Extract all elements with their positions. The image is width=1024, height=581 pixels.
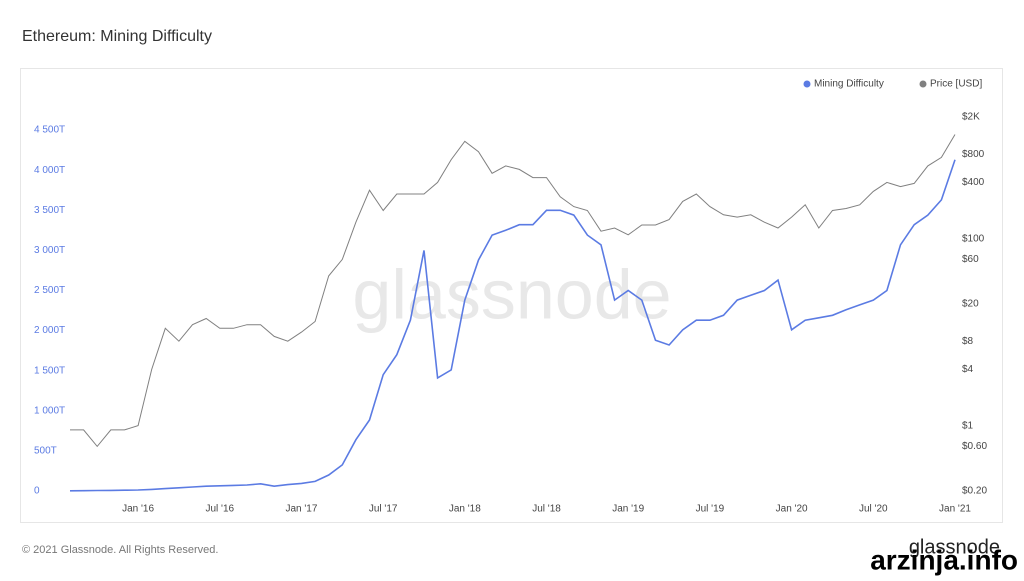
y-tick-label: 0 <box>34 486 40 497</box>
x-tick-label: Jul '20 <box>859 504 888 515</box>
y2-tick-label: $100 <box>962 233 985 244</box>
x-tick-label: Jan '19 <box>612 504 644 515</box>
chart-title: Ethereum: Mining Difficulty <box>22 28 212 45</box>
x-tick-label: Jul '17 <box>369 504 398 515</box>
chart-frame <box>20 68 1003 523</box>
legend-swatch <box>919 80 927 88</box>
y-tick-label: 500T <box>34 446 57 457</box>
y2-tick-label: $2K <box>962 112 980 123</box>
y2-tick-label: $0.60 <box>962 441 987 452</box>
footer: © 2021 Glassnode. All Rights Reserved. <box>22 544 218 556</box>
y2-tick-label: $60 <box>962 254 979 265</box>
x-tick-label: Jul '16 <box>205 504 234 515</box>
x-tick-label: Jul '18 <box>532 504 561 515</box>
y-tick-label: 3 000T <box>34 245 65 256</box>
legend-label: Mining Difficulty <box>814 79 884 90</box>
y2-tick-label: $20 <box>962 299 979 310</box>
y2-tick-label: $8 <box>962 336 974 347</box>
x-tick-label: Jul '19 <box>696 504 725 515</box>
y2-tick-label: $400 <box>962 177 985 188</box>
x-tick-label: Jan '18 <box>449 504 481 515</box>
x-tick-label: Jan '20 <box>776 504 808 515</box>
y2-tick-label: $1 <box>962 420 974 431</box>
y-tick-label: 2 000T <box>34 325 65 336</box>
legend-swatch <box>803 80 811 88</box>
x-tick-label: Jan '21 <box>939 504 971 515</box>
series-line <box>70 134 956 448</box>
y-tick-label: 4 000T <box>34 165 65 176</box>
y2-tick-label: $4 <box>962 364 974 375</box>
legend-label: Price [USD] <box>930 79 982 90</box>
y-tick-label: 1 500T <box>34 365 65 376</box>
y-tick-label: 4 500T <box>34 125 65 136</box>
overlay-text: arzinja.info <box>870 544 1018 575</box>
y-tick-label: 2 500T <box>34 285 65 296</box>
series-line <box>69 159 956 492</box>
x-tick-label: Jan '16 <box>122 504 154 515</box>
logo: glassnode <box>909 536 1000 558</box>
x-tick-label: Jan '17 <box>285 504 317 515</box>
y2-tick-label: $800 <box>962 149 985 160</box>
y-tick-label: 1 000T <box>34 405 65 416</box>
y-tick-label: 3 500T <box>34 205 65 216</box>
watermark: glassnode <box>352 255 671 333</box>
y2-tick-label: $0.20 <box>962 486 987 497</box>
